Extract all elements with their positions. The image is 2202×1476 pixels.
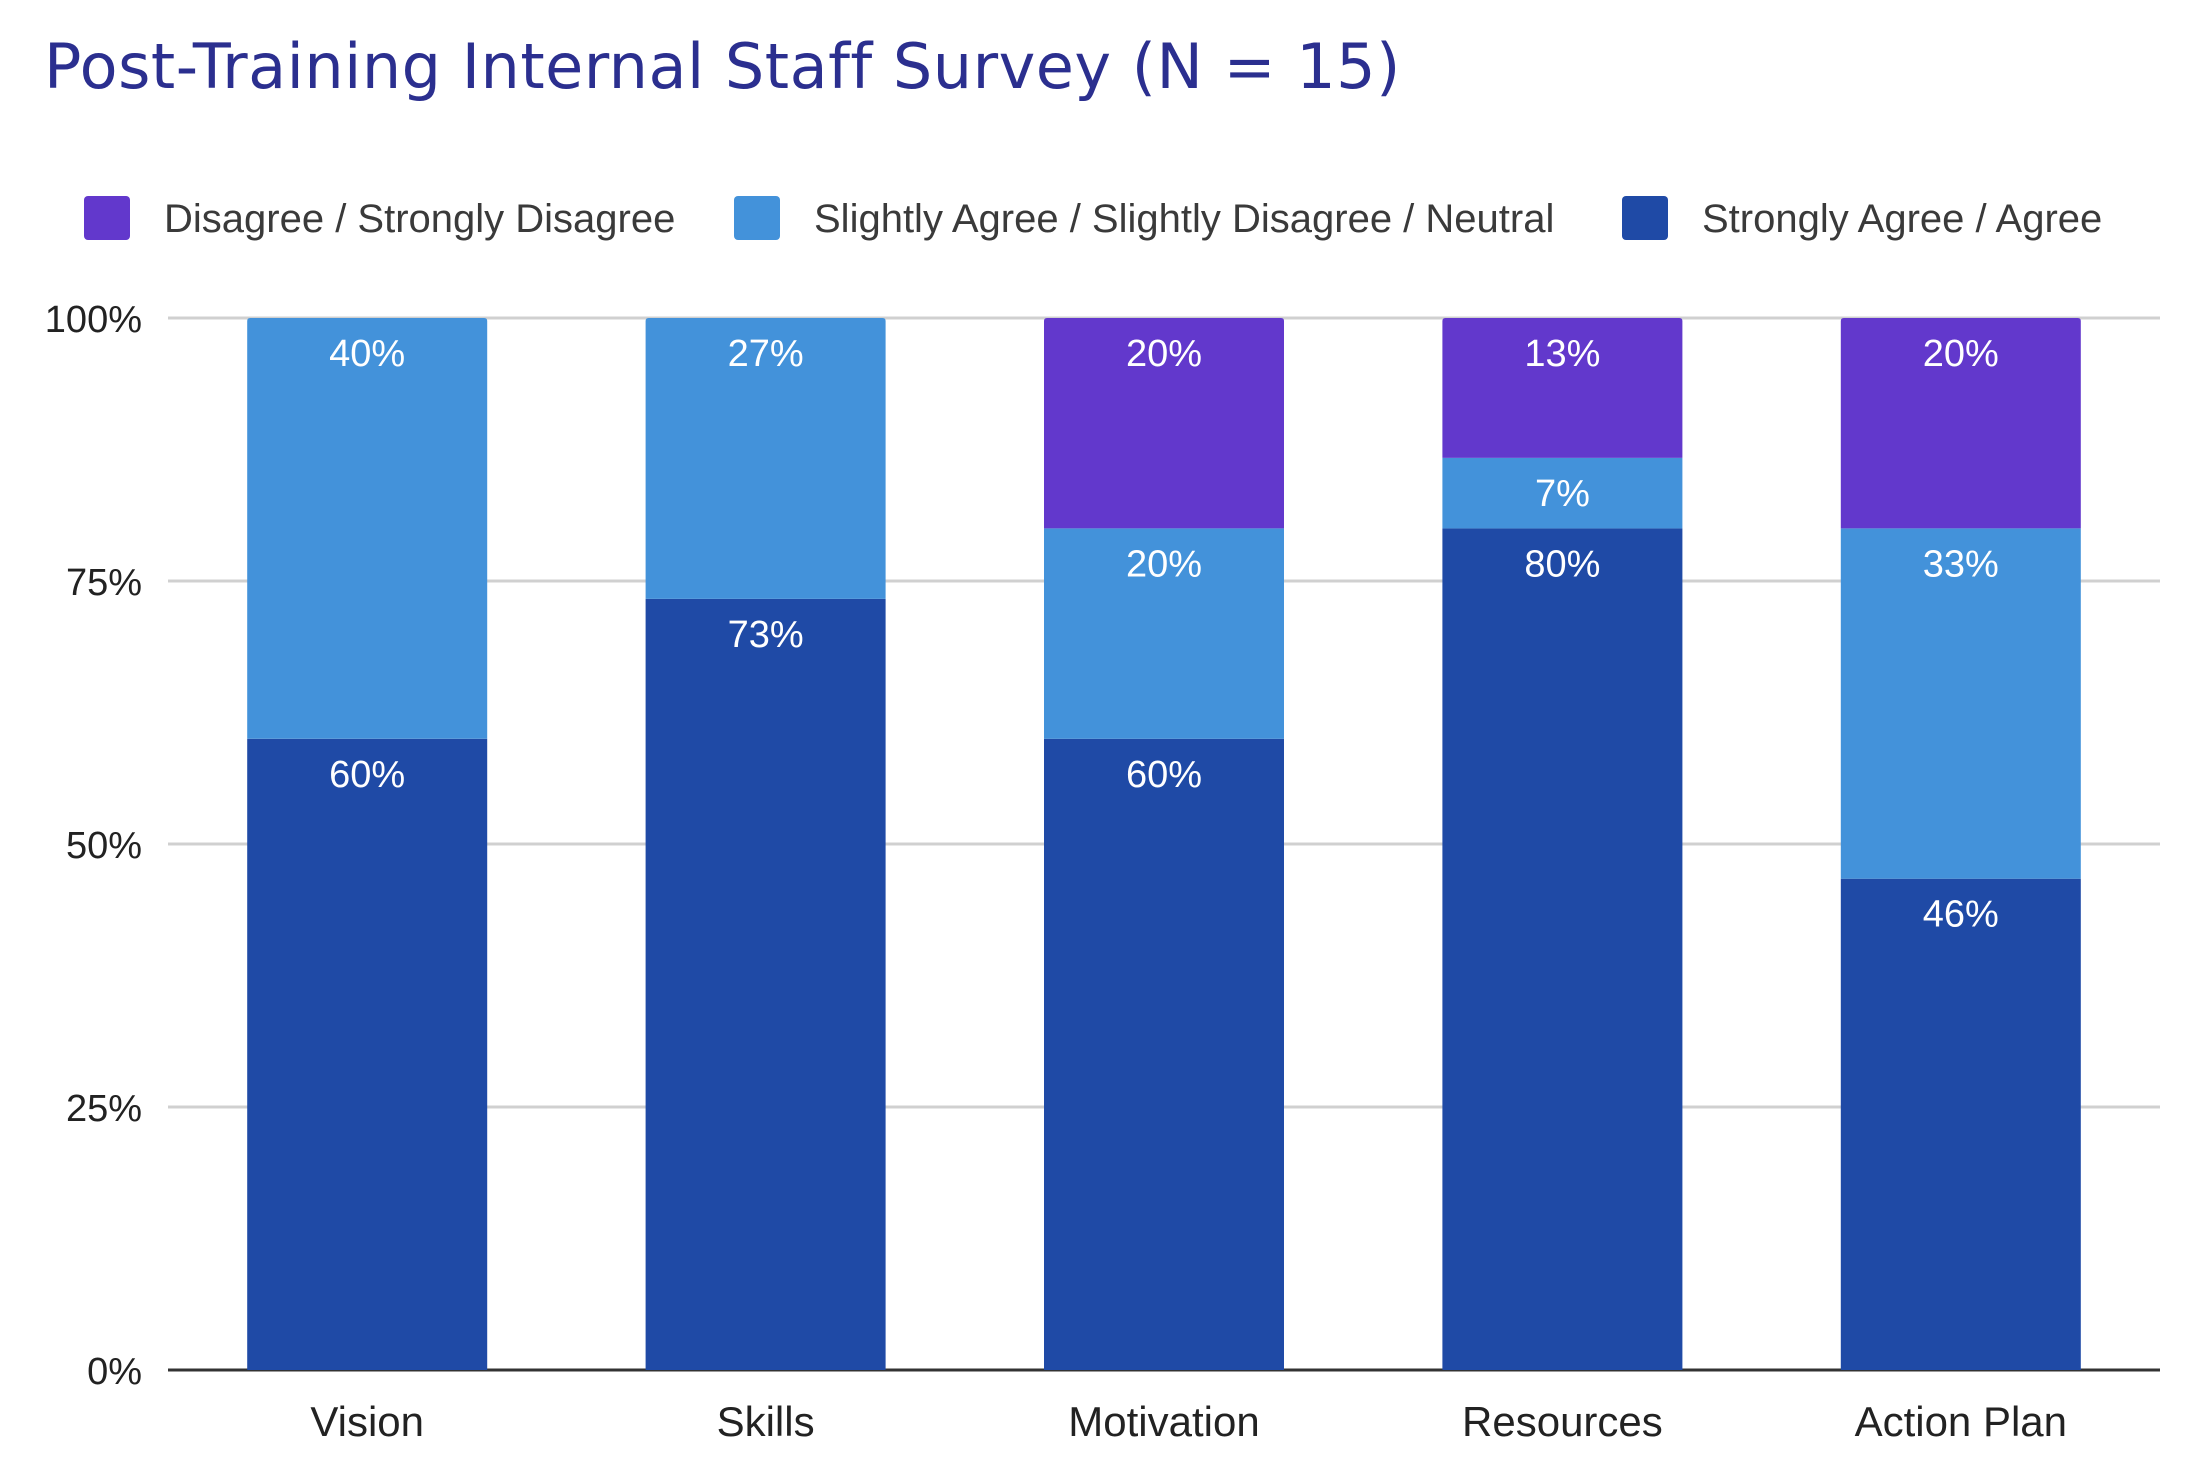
bar-resources-disagree-strongly-disagree <box>1442 318 1683 458</box>
bar-resources-strongly-agree-agree <box>1442 528 1683 1370</box>
y-tick-label: 50% <box>66 825 142 867</box>
bar-action-plan-strongly-agree-agree <box>1840 878 2081 1370</box>
bar-skills-slightly-agree-slightly-disagree-neutral <box>645 318 886 599</box>
x-axis: Vision Skills Motivation Resources Action Pl… <box>310 1398 2067 1445</box>
data-label-skills-slightly-agree-slightly-disagree-neutral: 27% <box>728 333 804 375</box>
chart-title: Post-Training Internal Staff Survey (N =… <box>44 30 1401 103</box>
bar-vision-strongly-agree-agree <box>247 738 488 1370</box>
data-label-resources-disagree-strongly-disagree: 13% <box>1524 333 1600 375</box>
bars <box>247 318 2081 1370</box>
bar-vision-slightly-agree-slightly-disagree-neutral <box>247 318 488 739</box>
data-label-resources-slightly-agree-slightly-disagree-neutral: 7% <box>1535 473 1590 515</box>
bar-skills-strongly-agree-agree <box>645 598 886 1370</box>
legend-swatch-slightly-agree-slightly-disagree-neutral <box>734 196 780 240</box>
data-label-skills-strongly-agree-agree: 73% <box>728 614 804 656</box>
data-label-resources-strongly-agree-agree: 80% <box>1524 543 1600 585</box>
x-tick-label-motivation: Motivation <box>1068 1398 1259 1445</box>
bar-resources-slightly-agree-slightly-disagree-neutral <box>1442 457 1683 529</box>
legend-label-disagree-strongly-disagree: Disagree / Strongly Disagree <box>164 197 675 241</box>
x-tick-label-skills: Skills <box>717 1398 815 1445</box>
data-label-motivation-slightly-agree-slightly-disagree-neutral: 20% <box>1126 543 1202 585</box>
data-label-motivation-strongly-agree-agree: 60% <box>1126 754 1202 796</box>
legend-label-slightly-agree-slightly-disagree-neutral: Slightly Agree / Slightly Disagree / Neu… <box>814 197 1554 241</box>
legend-swatch-strongly-agree-agree <box>1622 196 1668 240</box>
legend: Disagree / Strongly Disagree Slightly Agr… <box>84 196 2102 241</box>
data-label-action-plan-slightly-agree-slightly-disagree-neutral: 33% <box>1923 543 1999 585</box>
data-label-vision-slightly-agree-slightly-disagree-neutral: 40% <box>329 333 405 375</box>
y-tick-label: 75% <box>66 562 142 604</box>
data-label-action-plan-disagree-strongly-disagree: 20% <box>1923 333 1999 375</box>
bar-motivation-strongly-agree-agree <box>1044 738 1284 1370</box>
x-tick-label-action-plan: Action Plan <box>1855 1398 2067 1445</box>
bar-action-plan-disagree-strongly-disagree <box>1840 318 2081 529</box>
x-tick-label-resources: Resources <box>1462 1398 1663 1445</box>
x-tick-label-vision: Vision <box>310 1398 424 1445</box>
data-label-vision-strongly-agree-agree: 60% <box>329 754 405 796</box>
legend-label-strongly-agree-agree: Strongly Agree / Agree <box>1702 197 2102 241</box>
y-tick-label: 0% <box>87 1351 142 1393</box>
data-labels: 60% 40% 73% 27% 60% 20% 20% 80% 7% 13% 46% 33% 20% <box>329 333 1999 936</box>
data-label-action-plan-strongly-agree-agree: 46% <box>1923 894 1999 936</box>
bar-action-plan-slightly-agree-slightly-disagree-neutral <box>1840 528 2081 879</box>
data-label-motivation-disagree-strongly-disagree: 20% <box>1126 333 1202 375</box>
legend-swatch-disagree-strongly-disagree <box>84 196 130 240</box>
y-tick-label: 25% <box>66 1088 142 1130</box>
bar-motivation-slightly-agree-slightly-disagree-neutral <box>1044 528 1284 739</box>
y-tick-label: 100% <box>45 299 142 341</box>
bar-motivation-disagree-strongly-disagree <box>1044 318 1284 529</box>
y-axis: 0% 25% 50% 75% 100% <box>45 299 142 1393</box>
